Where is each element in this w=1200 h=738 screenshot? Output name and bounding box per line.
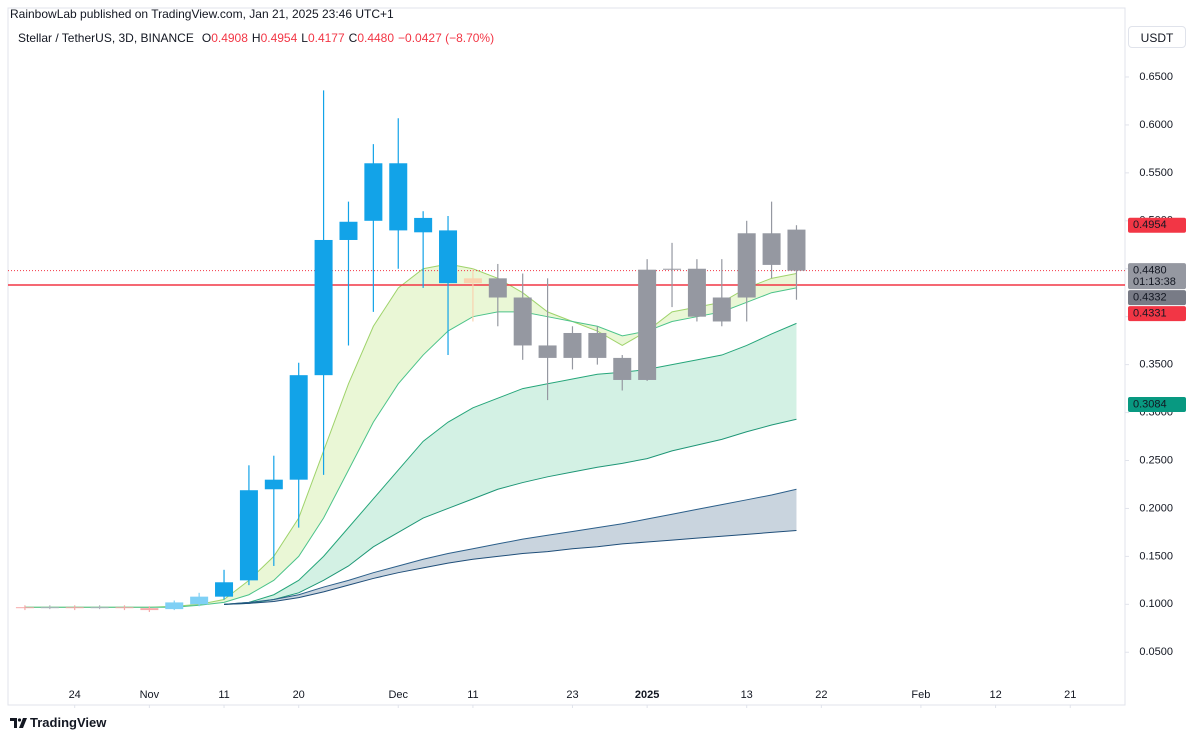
ohlc-key: O bbox=[201, 31, 212, 45]
x-tick-label: Nov bbox=[140, 689, 160, 701]
ohlc-value: 0.4480 bbox=[357, 31, 395, 45]
indicator-line bbox=[223, 488, 797, 605]
y-tick-label: 0.6000 bbox=[1139, 119, 1173, 131]
y-tick-label: 0.1500 bbox=[1139, 550, 1173, 562]
candle-body bbox=[115, 607, 134, 609]
candle-body bbox=[463, 278, 482, 284]
candle-body bbox=[513, 297, 532, 346]
candle-body bbox=[737, 233, 756, 298]
candle-body bbox=[663, 268, 682, 270]
symbol-header: Stellar / TetherUS, 3D, BINANCE O0.4908 H0… bbox=[18, 31, 498, 45]
candle-body bbox=[712, 297, 731, 322]
price-label: 0.4332 bbox=[1133, 292, 1167, 304]
candle-body bbox=[190, 596, 209, 605]
candle-body bbox=[90, 607, 109, 609]
y-tick-label: 0.2000 bbox=[1139, 502, 1173, 514]
candle-body bbox=[40, 607, 59, 609]
candle-body bbox=[762, 233, 781, 265]
price-label-box bbox=[1128, 290, 1186, 306]
ohlc-key: C bbox=[348, 31, 358, 45]
footer: TradingView bbox=[30, 715, 107, 730]
indicator-line bbox=[224, 529, 797, 605]
y-tick-label: 0.6500 bbox=[1139, 71, 1173, 83]
ohlc-key: L bbox=[301, 31, 308, 45]
candle-body bbox=[439, 230, 458, 284]
candle-body bbox=[165, 602, 184, 610]
price-label-box bbox=[1128, 306, 1186, 322]
candle-body bbox=[389, 163, 408, 231]
ohlc-value: 0.4908 bbox=[211, 31, 248, 45]
x-tick-label: 21 bbox=[1064, 689, 1076, 701]
candle-body bbox=[638, 269, 657, 380]
price-label: 0.3084 bbox=[1133, 398, 1167, 410]
ohlc-value: 0.4177 bbox=[307, 31, 345, 45]
indicator-line bbox=[223, 322, 797, 605]
candle-body bbox=[15, 607, 34, 609]
x-tick-label: 20 bbox=[293, 689, 305, 701]
price-label-box bbox=[1128, 217, 1186, 233]
candle-body bbox=[563, 332, 582, 358]
candle-body bbox=[488, 278, 507, 298]
price-label-box bbox=[1128, 263, 1186, 290]
price-label: 0.4331 bbox=[1133, 308, 1167, 320]
change: −0.0427 (−8.70%) bbox=[398, 31, 495, 45]
x-tick-label: 11 bbox=[467, 689, 478, 701]
candle-body bbox=[289, 375, 308, 480]
candle-body bbox=[140, 608, 159, 611]
candle-body bbox=[414, 217, 433, 233]
indicator-line bbox=[24, 287, 797, 608]
candle-body bbox=[538, 345, 557, 358]
price-label: 0.4954 bbox=[1133, 219, 1167, 231]
candle-body bbox=[687, 268, 706, 317]
x-tick-label: 12 bbox=[989, 689, 1001, 701]
x-tick-label: 2025 bbox=[635, 689, 659, 701]
y-tick-label: 0.2500 bbox=[1139, 454, 1173, 466]
y-tick-label: 0.3500 bbox=[1139, 359, 1173, 371]
x-tick-label: Feb bbox=[911, 689, 930, 701]
plot-frame bbox=[7, 7, 1126, 706]
candle-body bbox=[314, 239, 333, 376]
y-tick-label: 0.5500 bbox=[1139, 167, 1173, 179]
candle-body bbox=[364, 163, 383, 221]
candle-body bbox=[613, 357, 632, 380]
x-tick-label: 22 bbox=[815, 689, 827, 701]
x-tick-label: 24 bbox=[69, 689, 81, 701]
ohlc-key: H bbox=[251, 31, 261, 45]
candle-body bbox=[339, 221, 358, 240]
band-fill bbox=[224, 323, 797, 605]
ohlc-value: 0.4954 bbox=[260, 31, 298, 45]
candle-body bbox=[787, 229, 806, 271]
band-fill bbox=[24, 263, 797, 608]
x-tick-label: Dec bbox=[388, 689, 408, 701]
candle-body bbox=[264, 479, 283, 490]
x-tick-label: 23 bbox=[566, 689, 578, 701]
price-label-box bbox=[1128, 397, 1186, 413]
x-tick-label: 13 bbox=[741, 689, 753, 701]
x-tick-label: 11 bbox=[218, 689, 229, 701]
indicator-line bbox=[224, 418, 797, 605]
price-label: 0.4480 bbox=[1133, 265, 1167, 277]
candle-body bbox=[588, 332, 607, 358]
publisher: RainbowLab published on TradingView.com,… bbox=[10, 7, 394, 21]
y-tick-label: 0.0500 bbox=[1139, 646, 1173, 658]
countdown: 01:13:38 bbox=[1133, 276, 1176, 288]
symbol: Stellar / TetherUS, 3D, BINANCE bbox=[18, 31, 194, 45]
candle-body bbox=[239, 490, 258, 581]
candle-body bbox=[215, 582, 234, 597]
logo bbox=[10, 718, 27, 728]
y-tick-label: 0.1000 bbox=[1139, 598, 1173, 610]
candle-body bbox=[65, 607, 84, 609]
currency-button[interactable]: USDT bbox=[1128, 26, 1186, 48]
